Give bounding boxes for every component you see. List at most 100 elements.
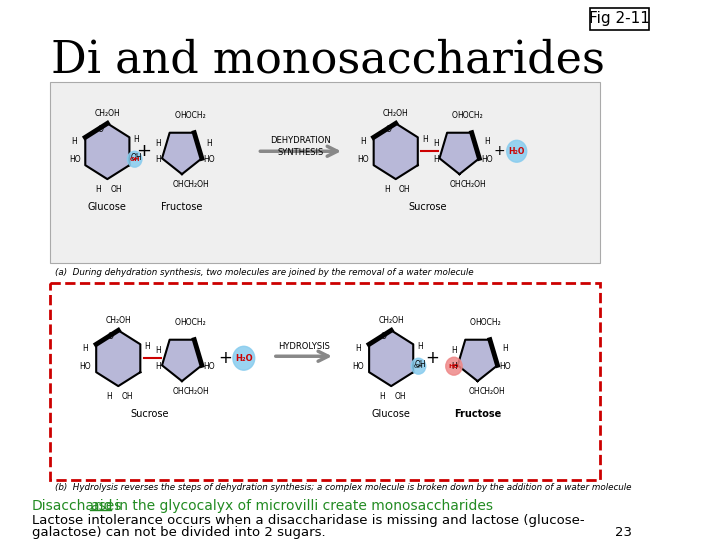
Text: H: H — [360, 137, 366, 146]
Text: H: H — [107, 392, 112, 401]
Text: HO: HO — [204, 362, 215, 370]
Text: O: O — [174, 111, 180, 120]
Text: H: H — [502, 344, 508, 353]
Text: OH: OH — [468, 387, 480, 396]
Text: HO: HO — [69, 155, 81, 164]
Text: +: + — [426, 349, 439, 367]
Polygon shape — [369, 330, 413, 386]
Circle shape — [446, 357, 462, 375]
Text: galactose) can not be divided into 2 sugars.: galactose) can not be divided into 2 sug… — [32, 526, 325, 539]
Text: Glucose: Glucose — [372, 409, 410, 419]
Text: +: + — [219, 349, 233, 367]
Text: Sucrose: Sucrose — [408, 202, 447, 212]
Text: H₂O: H₂O — [508, 147, 525, 156]
Text: H: H — [356, 344, 361, 353]
Text: OH: OH — [130, 157, 140, 161]
Text: H: H — [433, 139, 438, 148]
Text: HO: HO — [357, 155, 369, 164]
Text: SYNTHESIS: SYNTHESIS — [277, 148, 323, 157]
Text: ases: ases — [90, 498, 121, 512]
Text: OH: OH — [111, 185, 122, 193]
Text: CH₂OH: CH₂OH — [461, 180, 487, 188]
Text: Glucose: Glucose — [88, 202, 127, 212]
Text: O: O — [452, 111, 458, 120]
Text: O: O — [381, 332, 387, 341]
Text: OH: OH — [173, 180, 184, 188]
Circle shape — [233, 346, 255, 370]
Text: OH: OH — [399, 185, 410, 193]
Circle shape — [411, 358, 426, 374]
Polygon shape — [374, 124, 418, 179]
Text: OH: OH — [450, 180, 462, 188]
Text: CH₂OH: CH₂OH — [184, 387, 210, 396]
Text: H: H — [451, 362, 456, 370]
Polygon shape — [458, 340, 498, 381]
Polygon shape — [439, 133, 480, 174]
Text: HOCH₂: HOCH₂ — [180, 318, 206, 327]
Text: CH₂OH: CH₂OH — [105, 316, 131, 325]
Text: HO: HO — [204, 155, 215, 164]
Text: O: O — [108, 332, 114, 341]
Polygon shape — [85, 124, 130, 179]
Circle shape — [507, 140, 527, 162]
Text: H: H — [433, 155, 438, 164]
Text: HO: HO — [499, 362, 510, 370]
Text: CH₂OH: CH₂OH — [378, 316, 404, 325]
Text: Disaccharid: Disaccharid — [32, 498, 113, 512]
Text: OH: OH — [395, 392, 406, 401]
Text: H: H — [484, 137, 490, 146]
Text: HO: HO — [353, 362, 364, 370]
Text: CH₂OH: CH₂OH — [480, 387, 505, 396]
Text: O: O — [470, 318, 476, 327]
Text: OH: OH — [415, 360, 426, 369]
FancyBboxPatch shape — [50, 82, 600, 262]
Text: Fructose: Fructose — [161, 202, 202, 212]
Text: H: H — [134, 135, 140, 144]
FancyBboxPatch shape — [50, 282, 600, 480]
Text: H: H — [156, 155, 161, 164]
Text: +: + — [136, 142, 151, 160]
Polygon shape — [96, 330, 140, 386]
Text: H: H — [418, 342, 423, 351]
Text: Lactose intolerance occurs when a disaccharidase is missing and lactose (glucose: Lactose intolerance occurs when a disacc… — [32, 514, 585, 527]
Text: Di and monosaccharides: Di and monosaccharides — [50, 38, 604, 82]
Text: HO: HO — [481, 155, 492, 164]
Text: H: H — [156, 139, 161, 148]
Text: HYDROLYSIS: HYDROLYSIS — [278, 342, 330, 351]
Text: H: H — [95, 185, 101, 193]
Text: HOCH₂: HOCH₂ — [180, 111, 206, 120]
Text: Fructose: Fructose — [454, 409, 501, 419]
Text: O: O — [174, 318, 180, 327]
Text: (b)  Hydrolysis reverses the steps of dehydration synthesis; a complex molecule : (b) Hydrolysis reverses the steps of deh… — [55, 483, 631, 492]
Text: DEHYDRATION: DEHYDRATION — [270, 136, 330, 145]
Text: (a)  During dehydration synthesis, two molecules are joined by the removal of a : (a) During dehydration synthesis, two mo… — [55, 268, 473, 277]
Text: 23: 23 — [616, 526, 632, 539]
Text: HO: HO — [449, 364, 459, 369]
Text: HOCH₂: HOCH₂ — [476, 318, 501, 327]
Polygon shape — [162, 133, 202, 174]
Circle shape — [127, 151, 142, 167]
Text: OH: OH — [130, 153, 143, 161]
Text: H: H — [207, 139, 212, 148]
Text: H: H — [384, 185, 390, 193]
Text: CH₂OH: CH₂OH — [383, 109, 409, 118]
Text: OH: OH — [173, 387, 184, 396]
Text: CH₂OH: CH₂OH — [94, 109, 120, 118]
Text: H: H — [83, 344, 89, 353]
Text: H: H — [156, 362, 161, 370]
Polygon shape — [162, 340, 202, 381]
Text: HOCH₂: HOCH₂ — [457, 111, 483, 120]
Text: H: H — [156, 346, 161, 355]
Text: H₂O: H₂O — [235, 354, 253, 363]
FancyBboxPatch shape — [590, 8, 649, 30]
Text: in the glycocalyx of microvilli create monosaccharides: in the glycocalyx of microvilli create m… — [111, 498, 493, 512]
Text: H: H — [379, 392, 385, 401]
Text: H: H — [422, 135, 428, 144]
Text: OH: OH — [122, 392, 133, 401]
Text: H: H — [72, 137, 78, 146]
Text: H: H — [145, 342, 150, 351]
Text: Fig 2-11: Fig 2-11 — [589, 11, 649, 26]
Text: H: H — [451, 346, 456, 355]
Text: O: O — [385, 125, 392, 134]
Text: O: O — [97, 125, 103, 134]
